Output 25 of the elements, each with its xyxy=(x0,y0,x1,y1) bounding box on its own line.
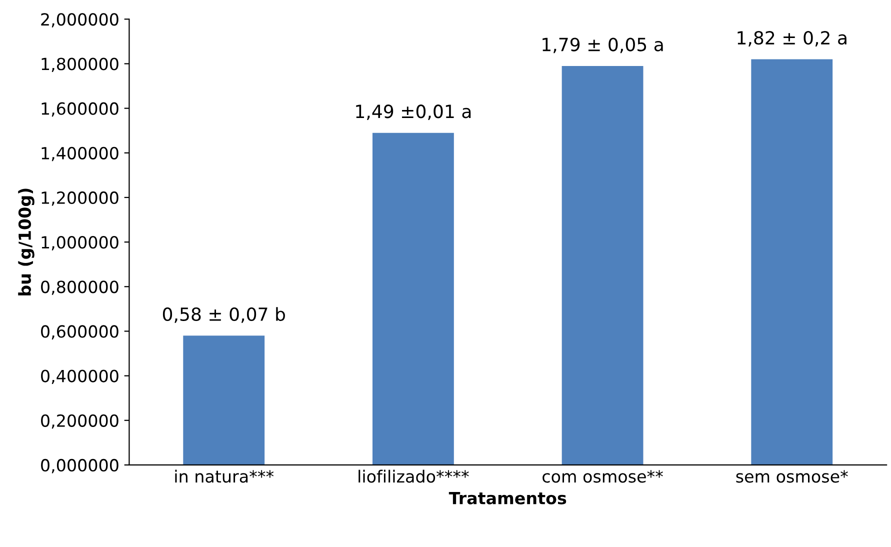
bar xyxy=(562,66,644,465)
data-label: 1,49 ±0,01 a xyxy=(356,104,471,120)
x-tick-label: in natura*** xyxy=(175,470,274,483)
y-tick-label: 1,600000 xyxy=(42,102,118,117)
y-tick-label: 1,200000 xyxy=(42,191,118,206)
y-tick-label: 0,200000 xyxy=(41,414,118,429)
data-label: 0,58 ± 0,07 b xyxy=(162,307,285,323)
y-tick-label: 0,600000 xyxy=(41,325,118,340)
y-tick-label: 2,000000 xyxy=(41,13,118,28)
data-label: 1,79 ± 0,05 a xyxy=(542,38,663,54)
y-axis-title: bu (g/100g) xyxy=(18,188,34,296)
x-tick-label: com osmose** xyxy=(542,470,663,483)
y-tick-label: 1,800000 xyxy=(42,58,118,72)
bar xyxy=(751,59,833,465)
x-tick-label: liofilizado**** xyxy=(358,470,469,483)
y-tick-label: 0,000000 xyxy=(41,458,118,474)
y-tick-label: 0,800000 xyxy=(41,280,118,295)
data-label: 1,82 ± 0,2 a xyxy=(738,31,846,46)
x-tick-label: sem osmose* xyxy=(736,470,848,483)
x-axis-title: Tratamentos xyxy=(448,492,566,504)
bar xyxy=(183,336,265,465)
y-tick-label: 1,000000 xyxy=(42,236,118,250)
y-tick-label: 1,400000 xyxy=(42,146,118,162)
y-tick-label: 0,400000 xyxy=(41,370,118,384)
bar xyxy=(372,132,454,465)
